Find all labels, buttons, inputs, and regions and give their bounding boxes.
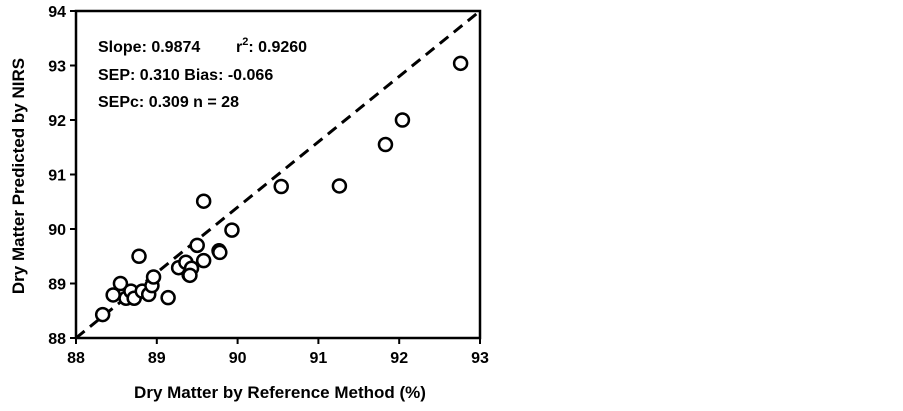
r-squared-annotation: r2: 0.9260: [236, 36, 307, 56]
x-axis-title: Dry Matter by Reference Method (%): [134, 383, 426, 402]
data-point: [195, 193, 212, 209]
y-tick-label: 94: [48, 4, 66, 21]
x-tick-label: 89: [148, 350, 166, 367]
statistics-annotation: Slope: 0.9874 r2: 0.9260 SEP: 0.310 Bias…: [98, 36, 307, 111]
data-point: [145, 269, 162, 285]
tick-layer: 88 89 90 91 92 93 88 89 90 91 92 93 94: [48, 4, 489, 367]
x-tick-label: 93: [471, 350, 489, 367]
data-point: [224, 222, 240, 238]
data-point: [273, 178, 289, 195]
x-tick-label: 88: [67, 350, 85, 367]
y-tick-label: 89: [48, 277, 66, 294]
slope-annotation: Slope: 0.9874: [98, 39, 200, 56]
y-tick-label: 93: [48, 59, 66, 76]
data-points-layer: [94, 55, 469, 323]
x-tick-label: 92: [390, 350, 408, 367]
data-point: [331, 178, 348, 194]
data-point: [182, 267, 198, 284]
sepc-n-annotation: SEPc: 0.309 n = 28: [98, 94, 239, 111]
x-tick-label: 91: [310, 350, 328, 367]
data-point: [94, 306, 111, 323]
plot-frame: [74, 9, 482, 340]
y-axis-title: Dry Matter Predicted by NIRS: [9, 58, 28, 294]
data-point: [131, 248, 147, 264]
y-tick-label: 88: [48, 331, 66, 348]
y-tick-label: 92: [48, 113, 66, 130]
data-point: [112, 275, 129, 292]
data-point: [377, 136, 394, 153]
y-tick-label: 90: [48, 222, 66, 239]
data-point: [394, 112, 411, 128]
sep-bias-annotation: SEP: 0.310 Bias: -0.066: [98, 67, 273, 84]
data-point: [452, 55, 469, 72]
identity-reference-line: [75, 9, 481, 340]
data-point: [212, 244, 228, 261]
data-point: [189, 237, 205, 254]
data-point: [195, 252, 212, 269]
x-tick-label: 90: [229, 350, 247, 367]
y-tick-label: 91: [48, 168, 66, 185]
data-point: [160, 289, 176, 306]
